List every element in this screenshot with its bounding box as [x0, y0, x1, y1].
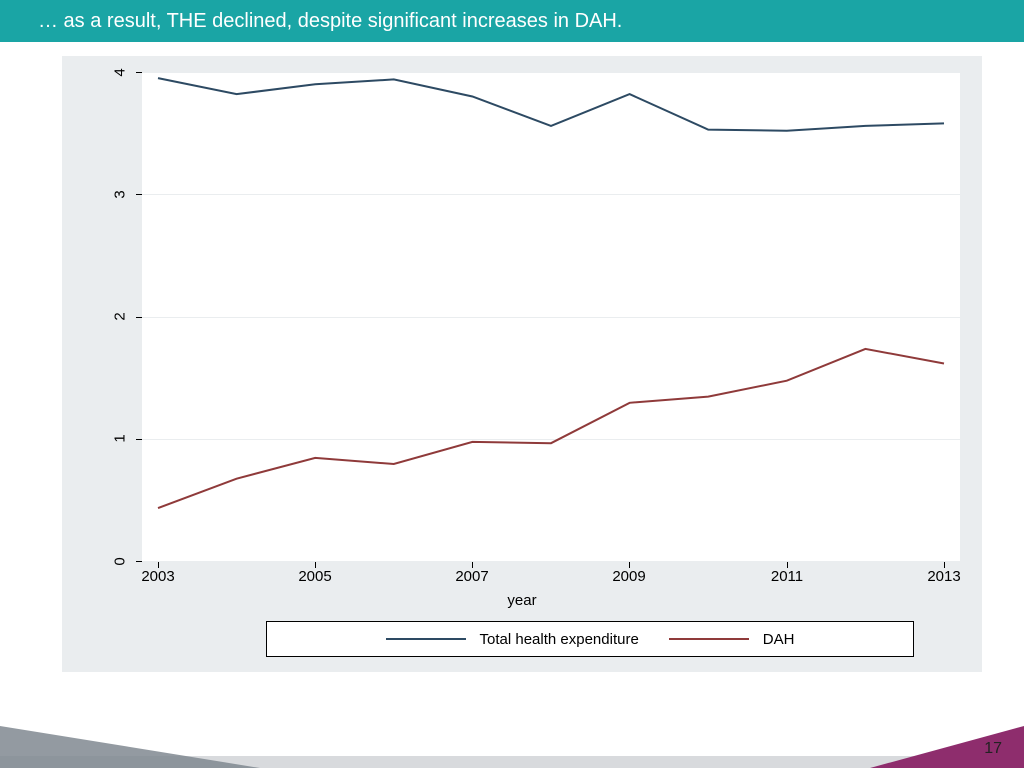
chart-container: 0 1 2 3 4 2003 2005 2007 2009 2011 2013 … — [62, 56, 982, 672]
plot-area — [142, 72, 960, 562]
legend-label: DAH — [763, 631, 795, 648]
x-tick-label: 2013 — [920, 568, 968, 585]
footer-decoration — [0, 726, 1024, 768]
page-title: … as a result, THE declined, despite sig… — [38, 10, 622, 33]
legend-swatch — [669, 638, 749, 640]
legend: Total health expenditure DAH — [266, 621, 914, 657]
x-tick-label: 2005 — [291, 568, 339, 585]
y-tick-label: 3 — [112, 185, 129, 205]
y-tick-label: 4 — [112, 63, 129, 83]
x-tick-label: 2011 — [763, 568, 811, 585]
x-tick-label: 2009 — [605, 568, 653, 585]
y-tick-label: 2 — [112, 307, 129, 327]
line-chart-svg — [142, 72, 960, 562]
x-tick-label: 2003 — [134, 568, 182, 585]
legend-label: Total health expenditure — [480, 631, 639, 648]
y-tick-label: 1 — [112, 429, 129, 449]
legend-swatch — [386, 638, 466, 640]
page-number: 17 — [984, 740, 1002, 758]
x-tick-label: 2007 — [448, 568, 496, 585]
x-axis-title: year — [62, 592, 982, 609]
legend-item: Total health expenditure — [386, 631, 639, 648]
y-tick-label: 0 — [112, 552, 129, 572]
title-bar: … as a result, THE declined, despite sig… — [0, 0, 1024, 42]
legend-item: DAH — [669, 631, 795, 648]
